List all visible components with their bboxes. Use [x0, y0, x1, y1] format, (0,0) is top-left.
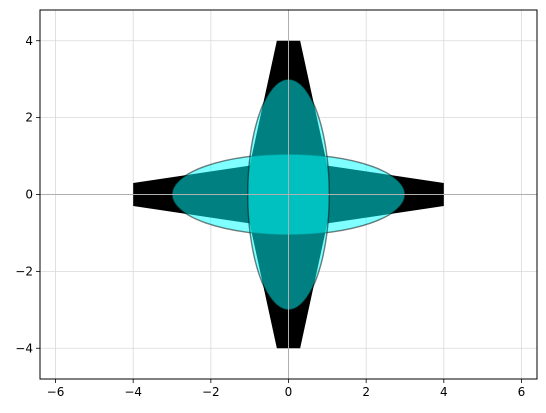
- y-tick-label: −2: [15, 264, 33, 278]
- x-tick-label: −4: [124, 385, 142, 399]
- origin-axes: [40, 10, 537, 379]
- y-tick-label: 0: [25, 188, 33, 202]
- x-tick-label: 0: [285, 385, 293, 399]
- x-tick-label: −2: [202, 385, 220, 399]
- x-tick-label: 6: [518, 385, 526, 399]
- y-tick-label: −4: [15, 341, 33, 355]
- x-tick-label: −6: [47, 385, 65, 399]
- x-tick-label: 2: [362, 385, 370, 399]
- y-tick-label: 4: [25, 34, 33, 48]
- x-tick-label: 4: [440, 385, 448, 399]
- y-tick-label: 2: [25, 111, 33, 125]
- ticks: −6 −4 −2 0 2 4 6 −4 −2 0 2 4: [15, 34, 525, 399]
